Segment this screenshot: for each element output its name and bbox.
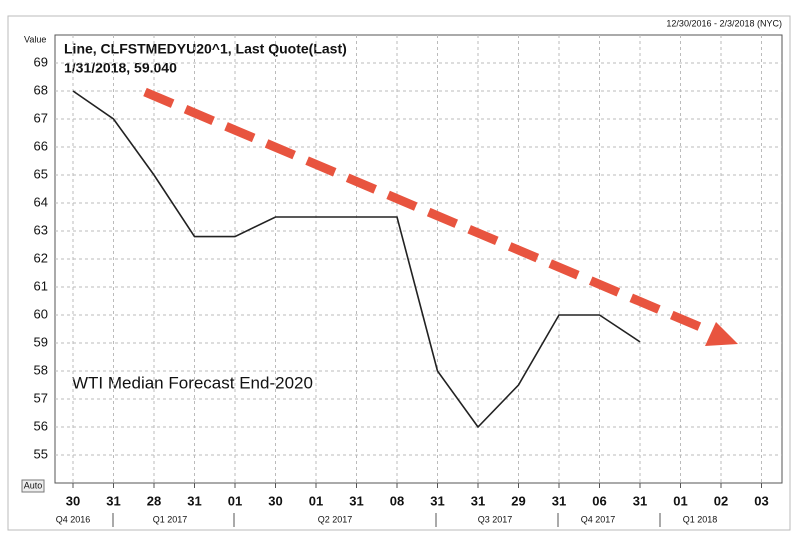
marks xyxy=(72,90,641,429)
trend-arrow-head xyxy=(705,322,738,346)
x-tick-label: 30 xyxy=(268,493,282,508)
y-tick-label: 55 xyxy=(34,446,48,461)
y-tick-label: 59 xyxy=(34,334,48,349)
quarter-label: Q4 2017 xyxy=(581,514,616,524)
quarter-label: Q2 2017 xyxy=(318,514,353,524)
x-tick-label: 02 xyxy=(714,493,728,508)
auto-button[interactable] xyxy=(21,479,45,493)
x-tick-label: 06 xyxy=(592,493,606,508)
y-tick-label: 62 xyxy=(34,250,48,265)
x-tick-label: 31 xyxy=(349,493,363,508)
grid xyxy=(55,35,782,483)
date-range: 12/30/2016 - 2/3/2018 (NYC) xyxy=(666,18,782,28)
y-tick-label: 64 xyxy=(34,194,48,209)
x-tick-label: 31 xyxy=(187,493,201,508)
x-tick-label: 01 xyxy=(673,493,687,508)
y-tick-label: 60 xyxy=(34,306,48,321)
auto-button-label[interactable]: Auto xyxy=(24,480,43,490)
y-tick-label: 67 xyxy=(34,110,48,125)
y-axis-label: Value xyxy=(24,34,46,44)
x-tick-label: 28 xyxy=(147,493,161,508)
x-tick-label: 01 xyxy=(309,493,323,508)
x-tick-label: 03 xyxy=(754,493,768,508)
x-tick-label: 31 xyxy=(633,493,647,508)
y-tick-label: 68 xyxy=(34,82,48,97)
y-tick-label: 58 xyxy=(34,362,48,377)
legend-value: 1/31/2018, 59.040 xyxy=(64,60,177,76)
trend-arrow xyxy=(143,87,714,337)
y-tick-label: 56 xyxy=(34,418,48,433)
x-tick-label: 29 xyxy=(511,493,525,508)
y-tick-label: 63 xyxy=(34,222,48,237)
y-tick-label: 69 xyxy=(34,54,48,69)
annotation: WTI Median Forecast End-2020 xyxy=(72,373,313,392)
quarter-label: Q3 2017 xyxy=(478,514,513,524)
y-tick-label: 66 xyxy=(34,138,48,153)
x-tick-label: 31 xyxy=(552,493,566,508)
x-tick-label: 30 xyxy=(66,493,80,508)
y-tick-label: 65 xyxy=(34,166,48,181)
legend-line: Line, CLFSTMEDYU20^1, Last Quote(Last) xyxy=(64,41,347,57)
quarter-label: Q4 2016 xyxy=(56,514,91,524)
x-tick-label: 08 xyxy=(390,493,404,508)
quarter-label: Q1 2017 xyxy=(153,514,188,524)
x-tick-label: 31 xyxy=(471,493,485,508)
x-tick-label: 31 xyxy=(106,493,120,508)
y-tick-label: 61 xyxy=(34,278,48,293)
quarter-label: Q1 2018 xyxy=(683,514,718,524)
x-tick-label: 01 xyxy=(228,493,242,508)
line-series xyxy=(72,90,641,429)
x-tick-label: 31 xyxy=(430,493,444,508)
y-tick-label: 57 xyxy=(34,390,48,405)
